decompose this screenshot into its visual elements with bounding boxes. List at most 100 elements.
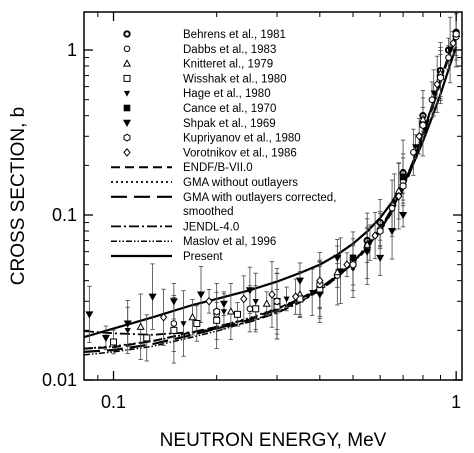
data-point-kupriyanov-et-al-1980 — [273, 297, 281, 306]
legend-entry-cance-et-al-1970-label: Cance et al., 1970 — [183, 103, 276, 115]
data-point-shpak-et-al-1969 — [219, 300, 228, 308]
data-point-behrens-et-al-1981 — [376, 218, 384, 227]
y-axis-title: CROSS SECTION, b — [8, 107, 29, 285]
data-point-dabbs-et-al-1983 — [388, 204, 396, 212]
data-point-shpak-et-al-1969 — [315, 291, 324, 299]
legend-entry-dabbs-et-al-1983-label: Dabbs et al., 1983 — [183, 44, 276, 56]
legend-entry-gma-without-outlayers-label: GMA without outlayers — [183, 177, 298, 189]
axes-layer: 0.1 1 0.01 0.1 1 — [42, 12, 462, 412]
data-point-shpak-et-al-1969 — [196, 291, 205, 299]
data-point-knitteret-al-1979 — [262, 299, 271, 307]
legend-entry-present-label: Present — [183, 251, 223, 263]
data-point-wisshak-et-al-1980 — [193, 320, 201, 328]
data-point-shpak-et-al-1969 — [169, 298, 178, 306]
legend-entry-behrens-et-al-1981-label: Behrens et al., 1981 — [183, 29, 286, 41]
data-point-vorotnikov-et-al-1986 — [343, 260, 351, 270]
data-point-vorotnikov-et-al-1986 — [268, 290, 276, 299]
data-point-hage-et-al-1980 — [430, 90, 437, 97]
legend-entry-endf-b-vii-0-label: ENDF/B-VII.0 — [183, 162, 253, 174]
legend-entry-cance-et-al-1970-marker — [123, 104, 131, 112]
data-point-knitteret-al-1979 — [226, 307, 235, 315]
plot-frame — [83, 11, 463, 381]
data-point-knitteret-al-1979 — [136, 322, 145, 330]
data-point-vorotnikov-et-al-1986 — [371, 231, 379, 241]
data-point-kupriyanov-et-al-1980 — [452, 30, 460, 39]
data-point-dabbs-et-al-1983 — [170, 320, 178, 327]
data-point-shpak-et-al-1969 — [388, 227, 397, 236]
data-point-hage-et-al-1980 — [412, 144, 419, 150]
legend-entry-endf-b-vii-0-label-line: ENDF/B-VII.0 — [183, 162, 253, 174]
legend-entry-dabbs-et-al-1983-marker — [123, 45, 131, 53]
data-point-wisshak-et-al-1980 — [143, 334, 151, 342]
x-tick-label: 0.1 — [101, 392, 126, 412]
data-point-cance-et-al-1970 — [399, 173, 407, 181]
data-point-dabbs-et-al-1983 — [428, 96, 436, 103]
legend-entry-jendl-4-0-label: JENDL-4.0 — [183, 221, 239, 233]
legend-entry-jendl-4-0-label-line: JENDL-4.0 — [183, 221, 239, 233]
y-tick-label: 0.1 — [52, 205, 77, 225]
data-point-hage-et-al-1980 — [220, 309, 228, 315]
legend-entry-present-label-line: Present — [183, 251, 223, 263]
data-point-kupriyanov-et-al-1980 — [399, 181, 407, 190]
data-point-knitteret-al-1979 — [333, 267, 342, 276]
data-point-shpak-et-al-1969 — [363, 248, 372, 256]
data-point-vorotnikov-et-al-1986 — [159, 312, 168, 322]
legend-entry-hage-et-al-1980-label: Hage et al., 1980 — [183, 88, 271, 100]
legend-entry-hage-et-al-1980-marker — [123, 90, 131, 97]
data-point-kupriyanov-et-al-1980 — [349, 260, 357, 269]
data-point-wisshak-et-al-1980 — [213, 316, 221, 324]
data-point-shpak-et-al-1969 — [399, 212, 408, 220]
legend-entry-wisshak-et-al-1980-label: Wisshak et al., 1980 — [183, 73, 287, 85]
data-point-shpak-et-al-1969 — [123, 320, 132, 328]
legend-entry-shpak-et-al-1969-label: Shpak et al., 1969 — [183, 118, 276, 130]
legend-entry-gma-with-outlayers-corrected-smoothed-label-line: GMA with outlayers corrected, — [183, 192, 336, 204]
data-point-vorotnikov-et-al-1986 — [240, 294, 248, 304]
data-point-wisshak-et-al-1980 — [233, 310, 241, 318]
data-point-dabbs-et-al-1983 — [445, 54, 452, 61]
y-tick-label: 1 — [67, 40, 77, 60]
data-point-shpak-et-al-1969 — [101, 334, 110, 343]
data-point-knitteret-al-1979 — [188, 312, 197, 321]
legend-entry-kupriyanov-et-al-1980-label: Kupriyanov et al., 1980 — [183, 133, 301, 145]
data-point-kupriyanov-et-al-1980 — [419, 121, 427, 130]
data-point-vorotnikov-et-al-1986 — [395, 191, 403, 201]
x-tick-label: 1 — [451, 392, 461, 412]
legend-entry-knitteret-al-1979-label: Knitteret al., 1979 — [183, 59, 273, 71]
data-point-dabbs-et-al-1983 — [246, 305, 254, 313]
data-point-shpak-et-al-1969 — [295, 277, 304, 285]
legend: Behrens et al., 1981 Dabbs et al., 1983 Kn… — [111, 29, 336, 263]
data-point-hage-et-al-1980 — [337, 268, 344, 275]
data-point-vorotnikov-et-al-1986 — [415, 131, 423, 141]
legend-entry-kupriyanov-et-al-1980-marker — [123, 133, 131, 142]
data-point-shpak-et-al-1969 — [148, 293, 157, 301]
data-point-hage-et-al-1980 — [366, 240, 373, 247]
data-point-dabbs-et-al-1983 — [410, 148, 417, 156]
data-point-cance-et-al-1970 — [349, 254, 357, 262]
data-point-knitteret-al-1979 — [363, 240, 372, 248]
data-point-shpak-et-al-1969 — [85, 311, 94, 319]
data-point-hage-et-al-1980 — [124, 328, 131, 334]
point-layer — [85, 28, 461, 346]
legend-entry-gma-with-outlayers-corrected-smoothed-label-line: smoothed — [183, 206, 234, 218]
data-point-kupriyanov-et-al-1980 — [376, 227, 384, 235]
legend-entry-gma-with-outlayers-corrected-smoothed-label: GMA with outlayers corrected, smoothed — [183, 192, 336, 218]
legend-entry-gma-without-outlayers-label-line: GMA without outlayers — [183, 177, 298, 189]
legend-entry-maslov-et-al-1996-label-line: Maslov et al, 1996 — [183, 236, 276, 248]
data-point-hage-et-al-1980 — [283, 296, 290, 303]
legend-entry-wisshak-et-al-1980-marker — [123, 74, 131, 82]
legend-entry-vorotnikov-et-al-1986-marker — [123, 148, 131, 157]
data-point-shpak-et-al-1969 — [376, 254, 385, 263]
data-point-hage-et-al-1980 — [446, 47, 454, 54]
legend-entry-vorotnikov-et-al-1986-label: Vorotnikov et al., 1986 — [183, 147, 297, 159]
data-point-vorotnikov-et-al-1986 — [433, 79, 441, 89]
data-point-vorotnikov-et-al-1986 — [449, 38, 457, 48]
x-axis-title: NEUTRON ENERGY, MeV — [160, 430, 387, 451]
legend-entry-shpak-et-al-1969-marker — [123, 119, 131, 127]
data-point-kupriyanov-et-al-1980 — [213, 307, 221, 316]
data-point-vorotnikov-et-al-1986 — [205, 296, 213, 306]
data-point-wisshak-et-al-1980 — [170, 326, 178, 334]
data-point-vorotnikov-et-al-1986 — [291, 292, 300, 302]
data-point-hage-et-al-1980 — [309, 290, 316, 296]
